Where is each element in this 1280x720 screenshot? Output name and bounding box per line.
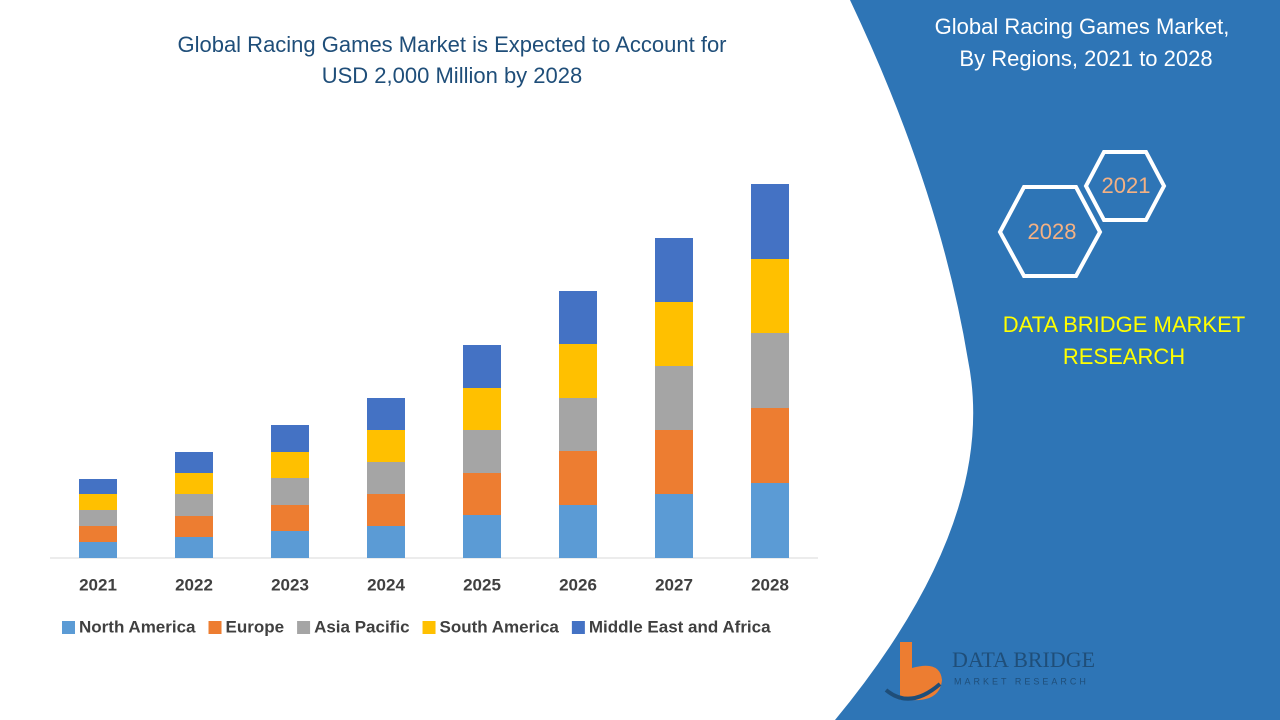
bar-segment	[79, 542, 117, 558]
x-tick-label: 2025	[463, 575, 501, 594]
bar-segment	[175, 494, 213, 516]
title-line: USD 2,000 Million by 2028	[322, 63, 582, 88]
bar-segment	[463, 388, 501, 430]
bar-segment	[655, 366, 693, 430]
legend-swatch	[571, 621, 585, 634]
hexagon	[997, 185, 1103, 278]
bar-segment	[79, 526, 117, 542]
bar-segment	[175, 473, 213, 494]
hexagon	[1083, 150, 1167, 222]
bar-segment	[559, 398, 597, 451]
bar-segment	[367, 462, 405, 494]
legend-label: Middle East and Africa	[589, 617, 771, 636]
bar-segment	[79, 479, 117, 494]
x-tick-label: 2028	[751, 575, 789, 594]
chart-title: Global Racing Games Market is Expected t…	[177, 32, 726, 88]
bar-segment	[271, 425, 309, 452]
bar-segment	[271, 505, 309, 531]
legend-swatch	[208, 621, 222, 634]
bar-segment	[175, 537, 213, 558]
bar-segment	[367, 526, 405, 558]
bar-segment	[751, 259, 789, 333]
bar-segment	[175, 452, 213, 473]
title-line: Global Racing Games Market is Expected t…	[177, 32, 726, 57]
bar-segment	[751, 184, 789, 259]
panel-title: Global Racing Games Market,	[935, 14, 1230, 39]
logo-swoosh	[884, 682, 942, 701]
bar-segment	[655, 430, 693, 494]
logo-subtext: MARKET RESEARCH	[954, 676, 1089, 686]
legend-swatch	[62, 621, 75, 634]
legend-swatch	[297, 621, 311, 634]
logo-mark	[900, 642, 942, 701]
x-tick-label: 2024	[367, 575, 405, 594]
hex-label: 2028	[1028, 219, 1077, 244]
bar-segment	[751, 483, 789, 558]
bar-segment	[559, 344, 597, 398]
brand-text: RESEARCH	[1063, 344, 1185, 369]
bar-segment	[655, 494, 693, 558]
legend-label: Asia Pacific	[314, 617, 409, 636]
legend-swatch	[422, 621, 436, 634]
panel-subtitle: By Regions, 2021 to 2028	[959, 46, 1212, 71]
legend-label: South America	[440, 617, 560, 636]
x-tick-label: 2026	[559, 575, 597, 594]
bar-segment	[751, 408, 789, 483]
legend-label: Europe	[226, 617, 285, 636]
x-tick-label: 2021	[79, 575, 117, 594]
bar-segment	[463, 345, 501, 388]
bar-segment	[655, 238, 693, 302]
bar-segment	[655, 302, 693, 366]
legend-label: North America	[79, 617, 196, 636]
bar-segment	[175, 516, 213, 537]
bar-segment	[271, 452, 309, 478]
bar-segment	[559, 451, 597, 505]
x-tick-label: 2023	[271, 575, 309, 594]
bar-segment	[367, 494, 405, 526]
hex-label: 2021	[1102, 173, 1151, 198]
bar-segment	[559, 505, 597, 558]
bar-segment	[751, 333, 789, 408]
logo-text: DATA BRIDGE	[952, 647, 1095, 672]
logo: DATA BRIDGE MARKET RESEARCH	[884, 642, 1095, 701]
side-panel	[835, 0, 1280, 720]
brand-text: DATA BRIDGE MARKET	[1003, 312, 1245, 337]
bar-segment	[463, 430, 501, 473]
bar-segment	[79, 510, 117, 526]
bar-segment	[271, 531, 309, 558]
x-tick-label: 2027	[655, 575, 693, 594]
x-tick-label: 2022	[175, 575, 213, 594]
bar-segment	[463, 473, 501, 515]
bar-segment	[463, 515, 501, 558]
bar-segment	[367, 398, 405, 430]
bar-segment	[559, 291, 597, 344]
bar-segment	[367, 430, 405, 462]
bar-segment	[271, 478, 309, 505]
bar-segment	[79, 494, 117, 510]
